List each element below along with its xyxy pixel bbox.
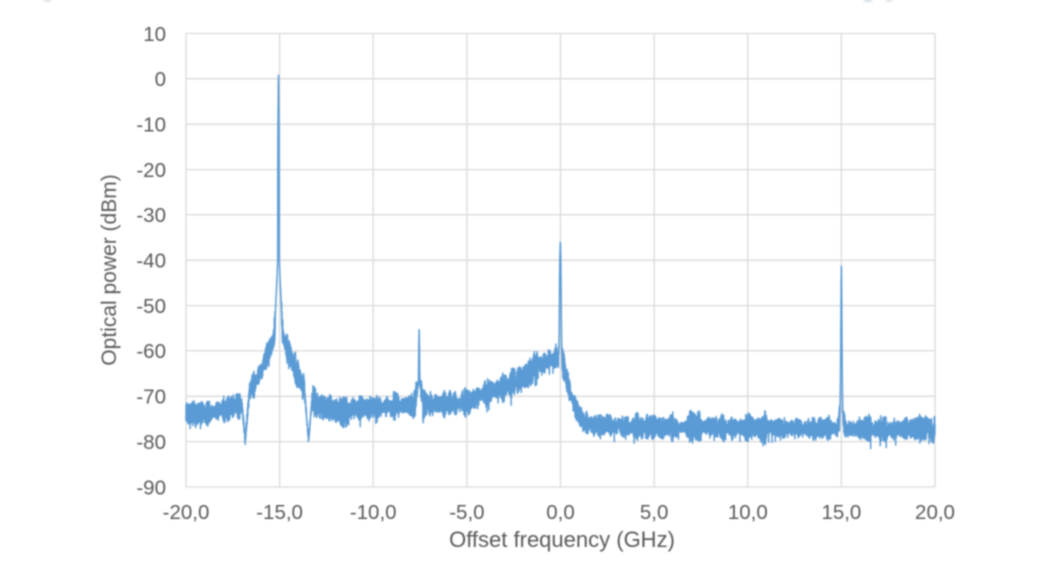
svg-text:10,0: 10,0 bbox=[728, 501, 768, 524]
svg-text:Optical power (dBm): Optical power (dBm) bbox=[98, 174, 121, 365]
svg-text:-10,0: -10,0 bbox=[350, 501, 397, 524]
svg-text:-5,0: -5,0 bbox=[449, 501, 484, 524]
svg-text:-20: -20 bbox=[136, 159, 166, 182]
svg-text:-20,0: -20,0 bbox=[163, 501, 210, 524]
svg-text:-90: -90 bbox=[136, 476, 166, 499]
svg-text:0,0: 0,0 bbox=[546, 501, 575, 524]
svg-text:-50: -50 bbox=[136, 295, 166, 318]
svg-text:5,0: 5,0 bbox=[640, 501, 669, 524]
svg-text:15,0: 15,0 bbox=[821, 501, 861, 524]
svg-text:20,0: 20,0 bbox=[915, 501, 955, 524]
svg-text:-15,0: -15,0 bbox=[256, 501, 303, 524]
svg-text:-60: -60 bbox=[136, 340, 166, 363]
svg-text:-70: -70 bbox=[136, 386, 166, 409]
svg-text:-30: -30 bbox=[136, 204, 166, 227]
svg-text:-80: -80 bbox=[136, 431, 166, 454]
svg-text:Offset frequency (GHz): Offset frequency (GHz) bbox=[449, 527, 675, 552]
svg-text:10: 10 bbox=[143, 23, 166, 46]
svg-text:0: 0 bbox=[155, 68, 166, 91]
svg-text:-10: -10 bbox=[136, 114, 166, 137]
svg-text:-40: -40 bbox=[136, 250, 166, 273]
